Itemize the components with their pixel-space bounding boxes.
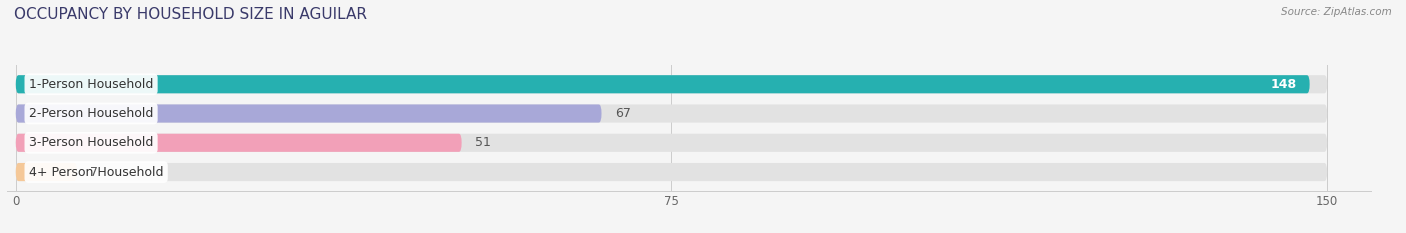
Text: OCCUPANCY BY HOUSEHOLD SIZE IN AGUILAR: OCCUPANCY BY HOUSEHOLD SIZE IN AGUILAR	[14, 7, 367, 22]
Text: 3-Person Household: 3-Person Household	[30, 136, 153, 149]
Text: 67: 67	[614, 107, 630, 120]
Text: 1-Person Household: 1-Person Household	[30, 78, 153, 91]
FancyBboxPatch shape	[15, 134, 1327, 152]
FancyBboxPatch shape	[15, 75, 1309, 93]
Text: 7: 7	[90, 165, 98, 178]
FancyBboxPatch shape	[15, 163, 1327, 181]
Text: Source: ZipAtlas.com: Source: ZipAtlas.com	[1281, 7, 1392, 17]
Text: 51: 51	[475, 136, 491, 149]
FancyBboxPatch shape	[15, 104, 1327, 123]
Text: 148: 148	[1271, 78, 1296, 91]
FancyBboxPatch shape	[15, 104, 602, 123]
Text: 2-Person Household: 2-Person Household	[30, 107, 153, 120]
FancyBboxPatch shape	[15, 134, 461, 152]
Text: 4+ Person Household: 4+ Person Household	[30, 165, 163, 178]
FancyBboxPatch shape	[15, 163, 77, 181]
FancyBboxPatch shape	[15, 75, 1327, 93]
